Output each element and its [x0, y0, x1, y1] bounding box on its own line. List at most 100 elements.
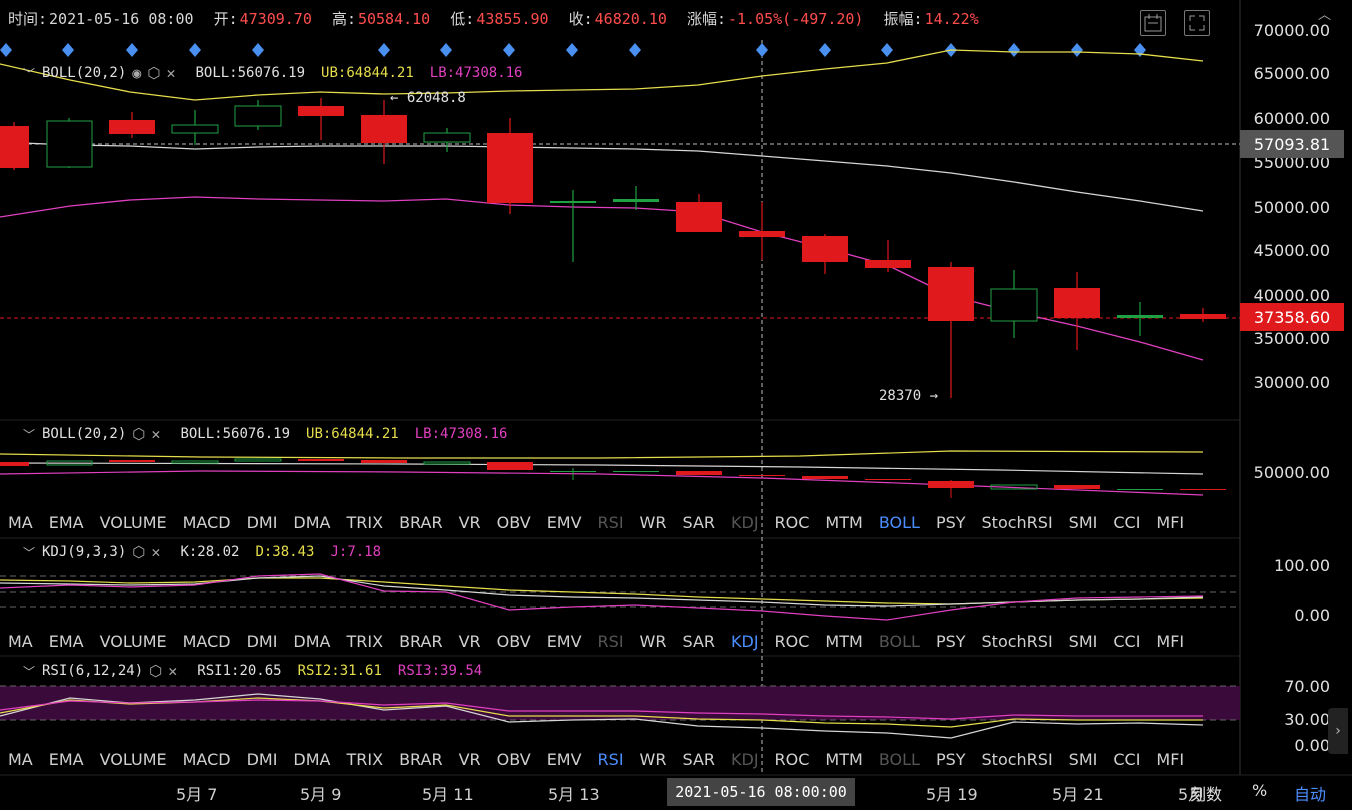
tab-wr[interactable]: WR [639, 631, 667, 651]
tab-ema[interactable]: EMA [48, 512, 84, 532]
tab-rsi[interactable]: RSI [597, 512, 624, 532]
tab-stochrsi[interactable]: StochRSI [981, 749, 1053, 769]
tab-brar[interactable]: BRAR [399, 749, 443, 769]
tab-dma[interactable]: DMA [293, 512, 331, 532]
high-label: 高: [331, 10, 356, 28]
tab-dma[interactable]: DMA [293, 749, 331, 769]
tab-wr[interactable]: WR [639, 512, 667, 532]
tab-rsi[interactable]: RSI [597, 749, 624, 769]
tab-volume[interactable]: VOLUME [99, 749, 167, 769]
settings-hex-icon[interactable]: ⬡ [147, 64, 161, 82]
close-icon[interactable]: ✕ [151, 543, 161, 561]
tab-ma[interactable]: MA [8, 631, 33, 651]
sub2-indicator-name[interactable]: KDJ(9,3,3) [42, 544, 127, 560]
tab-mfi[interactable]: MFI [1156, 631, 1185, 651]
auto-scale-button[interactable]: 自动 [1294, 785, 1327, 804]
sub1-indicator-name[interactable]: BOLL(20,2) [42, 426, 127, 442]
tab-smi[interactable]: SMI [1068, 631, 1098, 651]
tab-dmi[interactable]: DMI [246, 631, 278, 651]
main-axis-label: 50000.00 [1253, 198, 1330, 217]
tab-sar[interactable]: SAR [682, 631, 715, 651]
tab-psy[interactable]: PSY [935, 512, 966, 532]
sub3-indicator-name[interactable]: RSI(6,12,24) [42, 663, 144, 679]
tab-emv[interactable]: EMV [546, 749, 582, 769]
chevron-down-icon[interactable]: ﹀ [22, 545, 35, 560]
tab-stochrsi[interactable]: StochRSI [981, 512, 1053, 532]
expand-panel-chevron-icon[interactable]: › [1328, 708, 1348, 754]
tab-mtm[interactable]: MTM [825, 749, 863, 769]
tab-ma[interactable]: MA [8, 512, 33, 532]
sub1-axis-label: 50000.00 [1253, 463, 1330, 482]
tab-dmi[interactable]: DMI [246, 512, 278, 532]
tab-macd[interactable]: MACD [182, 749, 231, 769]
tab-emv[interactable]: EMV [546, 512, 582, 532]
scale-mode-button[interactable]: 刻数 [1190, 785, 1223, 804]
tab-vr[interactable]: VR [458, 631, 481, 651]
tab-psy[interactable]: PSY [935, 749, 966, 769]
tab-obv[interactable]: OBV [496, 749, 531, 769]
chevron-down-icon[interactable]: ﹀ [22, 427, 35, 442]
tab-boll[interactable]: BOLL [878, 512, 920, 532]
calendar-settings-icon[interactable] [1140, 10, 1166, 36]
settings-hex-icon[interactable]: ⬡ [149, 662, 163, 680]
tab-mfi[interactable]: MFI [1156, 512, 1185, 532]
tab-dmi[interactable]: DMI [246, 749, 278, 769]
tab-trix[interactable]: TRIX [346, 512, 384, 532]
tab-cci[interactable]: CCI [1113, 512, 1141, 532]
tab-ema[interactable]: EMA [48, 631, 84, 651]
tab-roc[interactable]: ROC [774, 631, 810, 651]
close-icon[interactable]: ✕ [166, 64, 176, 82]
tab-vr[interactable]: VR [458, 749, 481, 769]
main-indicator-header: ﹀ BOLL(20,2) ◉ ⬡ ✕ BOLL:56076.19 UB:6484… [22, 64, 523, 82]
settings-hex-icon[interactable]: ⬡ [132, 543, 146, 561]
chevron-down-icon[interactable]: ﹀ [22, 664, 35, 679]
main-axis-label: 40000.00 [1253, 286, 1330, 305]
tab-boll[interactable]: BOLL [878, 749, 920, 769]
tab-kdj[interactable]: KDJ [731, 512, 759, 532]
tab-volume[interactable]: VOLUME [99, 631, 167, 651]
sub2-axis-label: 100.00 [1274, 556, 1330, 575]
tab-boll[interactable]: BOLL [878, 631, 920, 651]
tab-brar[interactable]: BRAR [399, 512, 443, 532]
tab-obv[interactable]: OBV [496, 512, 531, 532]
tab-mtm[interactable]: MTM [825, 631, 863, 651]
tab-obv[interactable]: OBV [496, 631, 531, 651]
tab-rsi[interactable]: RSI [597, 631, 624, 651]
tab-volume[interactable]: VOLUME [99, 512, 167, 532]
tab-sar[interactable]: SAR [682, 749, 715, 769]
tab-ema[interactable]: EMA [48, 749, 84, 769]
tab-brar[interactable]: BRAR [399, 631, 443, 651]
settings-hex-icon[interactable]: ⬡ [132, 425, 146, 443]
tab-roc[interactable]: ROC [774, 512, 810, 532]
percent-mode-button[interactable]: % [1252, 781, 1268, 800]
x-axis-label: 5月 11 [422, 785, 474, 804]
tab-trix[interactable]: TRIX [346, 749, 384, 769]
tab-stochrsi[interactable]: StochRSI [981, 631, 1053, 651]
tab-cci[interactable]: CCI [1113, 749, 1141, 769]
main-indicator-name[interactable]: BOLL(20,2) [42, 65, 127, 81]
tab-vr[interactable]: VR [458, 512, 481, 532]
tab-mtm[interactable]: MTM [825, 512, 863, 532]
tab-psy[interactable]: PSY [935, 631, 966, 651]
fullscreen-icon[interactable] [1184, 10, 1210, 36]
tab-kdj[interactable]: KDJ [731, 749, 759, 769]
tab-roc[interactable]: ROC [774, 749, 810, 769]
close-icon[interactable]: ✕ [151, 425, 161, 443]
tab-wr[interactable]: WR [639, 749, 667, 769]
tab-macd[interactable]: MACD [182, 631, 231, 651]
tab-smi[interactable]: SMI [1068, 512, 1098, 532]
tab-kdj[interactable]: KDJ [731, 631, 759, 651]
tab-trix[interactable]: TRIX [346, 631, 384, 651]
tab-emv[interactable]: EMV [546, 631, 582, 651]
close-icon[interactable]: ✕ [168, 662, 178, 680]
tab-macd[interactable]: MACD [182, 512, 231, 532]
tab-ma[interactable]: MA [8, 749, 33, 769]
tab-dma[interactable]: DMA [293, 631, 331, 651]
tab-mfi[interactable]: MFI [1156, 749, 1185, 769]
chevron-down-icon[interactable]: ﹀ [22, 66, 35, 81]
tab-cci[interactable]: CCI [1113, 631, 1141, 651]
eye-icon[interactable]: ◉ [132, 64, 142, 82]
tab-sar[interactable]: SAR [682, 512, 715, 532]
tab-smi[interactable]: SMI [1068, 749, 1098, 769]
